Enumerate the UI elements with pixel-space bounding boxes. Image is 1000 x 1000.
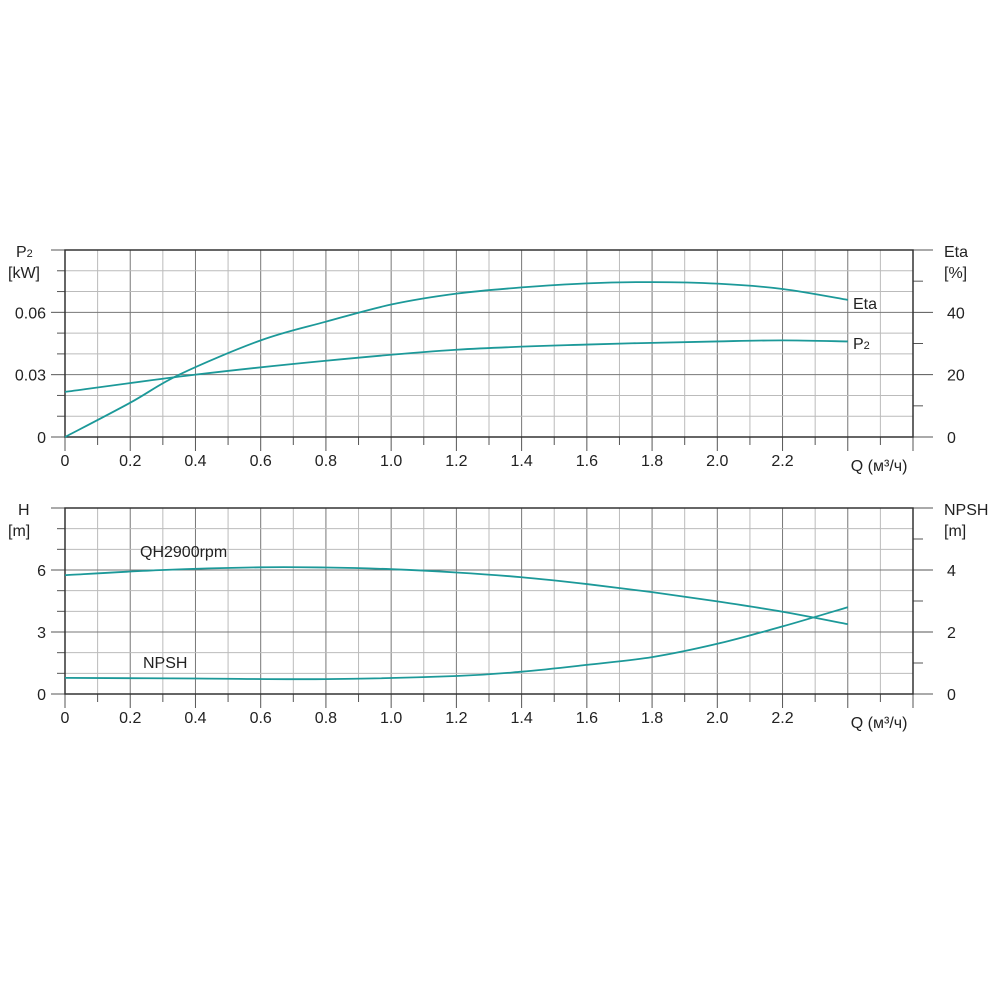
x-tick-label: 1.2 (445, 453, 467, 470)
left-y-tick-label: 6 (37, 563, 46, 580)
left-y-axis-label: H (18, 502, 30, 519)
x-axis-label: Q (м³/ч) (851, 458, 908, 475)
x-axis-label: Q (м³/ч) (851, 715, 908, 732)
right-y-axis-unit: [m] (944, 523, 966, 540)
series-line-qh2900rpm (64, 566, 848, 626)
x-tick-label: 1.6 (576, 710, 598, 727)
right-y-axis-unit: [%] (944, 265, 967, 282)
left-y-tick-label: 0.03 (15, 368, 46, 385)
x-tick-label: 1.4 (510, 453, 532, 470)
x-tick-label: 0.4 (184, 710, 206, 727)
right-y-tick-label: 20 (947, 368, 965, 385)
x-tick-label: 1.2 (445, 710, 467, 727)
x-tick-label: 2.2 (771, 453, 793, 470)
x-tick-label: 1.8 (641, 710, 663, 727)
x-tick-label: 2.0 (706, 710, 728, 727)
x-tick-label: 2.0 (706, 453, 728, 470)
chart-panel-1: 0 0.2 0.4 0.6 0.8 1.0 1.2 1.4 1.6 1.8 2.0 2.2 Q (м³/… (8, 502, 988, 732)
right-y-tick-label: 4 (947, 563, 956, 580)
left-y-tick-label: 0.06 (15, 305, 46, 322)
right-y-tick-label: 0 (947, 687, 956, 704)
x-tick-label: 1.8 (641, 453, 663, 470)
series-line-p2 (64, 339, 848, 393)
chart-panel-0: 0 0.2 0.4 0.6 0.8 1.0 1.2 1.4 1.6 1.8 2.0 2.2 Q (м³/… (8, 244, 968, 475)
x-tick-label: 0 (61, 710, 70, 727)
x-tick-label: 1.4 (510, 710, 532, 727)
right-y-tick-label: 0 (947, 430, 956, 447)
series-label-npsh: NPSH (143, 655, 187, 672)
x-tick-label: 0.6 (250, 710, 272, 727)
series-label-qh: QH2900rpm (140, 544, 227, 561)
left-y-tick-label: 3 (37, 625, 46, 642)
plot-frame (64, 249, 914, 438)
x-tick-label: 0.8 (315, 453, 337, 470)
left-y-tick-label: 0 (37, 430, 46, 447)
x-tick-label: 0.2 (119, 453, 141, 470)
x-tick-label: 1.6 (576, 453, 598, 470)
right-y-axis-label: NPSH (944, 502, 988, 519)
label-subscript: 2 (864, 340, 870, 352)
x-tick-label: 1.0 (380, 453, 402, 470)
label-subscript: 2 (27, 248, 33, 260)
x-tick-label: 0 (61, 453, 70, 470)
left-y-tick-label: 0 (37, 687, 46, 704)
right-y-axis-label: Eta (944, 244, 968, 261)
left-y-axis-unit: [m] (8, 523, 30, 540)
series-label-eta: Eta (853, 296, 877, 313)
x-tick-label: 0.2 (119, 710, 141, 727)
series-line-eta (64, 281, 848, 438)
left-y-axis-unit: [kW] (8, 265, 40, 282)
x-tick-label: 0.6 (250, 453, 272, 470)
x-tick-label: 0.8 (315, 710, 337, 727)
label-main: P (853, 336, 864, 353)
right-y-tick-label: 2 (947, 625, 956, 642)
label-main: P (16, 244, 27, 261)
plot-frame (64, 507, 914, 695)
right-y-tick-label: 40 (947, 305, 965, 322)
series-label-p2: P2 (853, 336, 870, 353)
x-tick-label: 1.0 (380, 710, 402, 727)
x-tick-label: 2.2 (771, 710, 793, 727)
x-tick-label: 0.4 (184, 453, 206, 470)
series-line-npsh (64, 606, 849, 681)
left-y-axis-label: P2 (16, 244, 33, 261)
